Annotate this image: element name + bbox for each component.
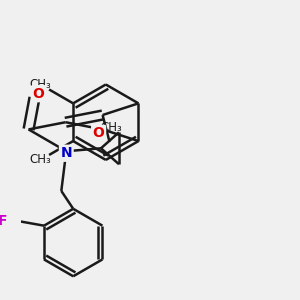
Text: CH₃: CH₃ <box>30 153 51 167</box>
Text: CH₃: CH₃ <box>30 78 51 91</box>
Text: O: O <box>33 87 44 101</box>
Text: F: F <box>0 214 7 228</box>
Text: CH₃: CH₃ <box>101 121 122 134</box>
Text: O: O <box>93 126 105 140</box>
Text: N: N <box>61 146 72 160</box>
